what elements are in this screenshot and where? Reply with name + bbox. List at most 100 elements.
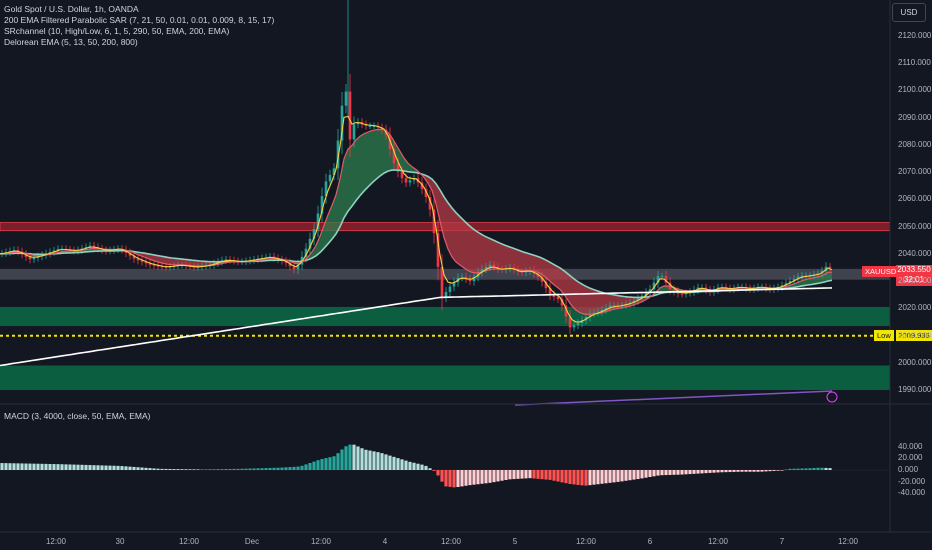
macd-bar <box>248 468 252 470</box>
candle-body <box>340 105 344 141</box>
candle-body <box>636 298 640 301</box>
macd-bar <box>12 463 16 470</box>
legend-indicator-sar[interactable]: 200 EMA Filtered Parabolic SAR (7, 21, 5… <box>4 15 275 25</box>
candles <box>0 0 832 334</box>
candle-body <box>492 264 496 267</box>
candle-body <box>480 269 484 273</box>
macd-bar <box>696 470 700 474</box>
macd-bar <box>400 459 404 470</box>
macd-bar <box>196 469 200 470</box>
macd-bar <box>96 465 100 470</box>
macd-bar <box>692 470 696 474</box>
legend-indicator-delorean[interactable]: Delorean EMA (5, 13, 50, 200, 800) <box>4 37 138 47</box>
currency-button[interactable]: USD <box>892 3 926 22</box>
macd-bar <box>628 470 632 481</box>
macd-bar <box>712 470 716 473</box>
macd-bar <box>488 470 492 483</box>
macd-tick-label: 20.000 <box>898 453 923 463</box>
candle-body <box>560 299 564 306</box>
sr-zone-pivot <box>0 268 890 280</box>
candle-body <box>28 256 32 260</box>
candle-body <box>160 266 164 268</box>
macd-bar <box>316 460 320 470</box>
ema-lines <box>0 115 833 367</box>
macd-bar <box>544 470 548 480</box>
macd-bar <box>76 464 80 470</box>
candle-body <box>92 245 96 248</box>
candle-body <box>152 264 156 266</box>
symbol-price-tag: XAUUSD <box>862 266 900 277</box>
legend-title[interactable]: Gold Spot / U.S. Dollar, 1h, OANDA <box>4 4 139 14</box>
candle-body <box>324 181 328 197</box>
macd-bar <box>260 468 264 470</box>
bear-ribbon <box>424 174 652 315</box>
macd-bar <box>372 451 376 470</box>
candle-body <box>824 266 828 271</box>
candle-body <box>320 196 324 214</box>
macd-tick-label: -20.000 <box>898 476 926 486</box>
macd-bar <box>824 467 828 470</box>
candle-body <box>148 263 152 265</box>
time-tick-label: 4 <box>382 537 388 546</box>
macd-legend[interactable]: MACD (3, 4000, close, 50, EMA, EMA) <box>4 411 151 421</box>
macd-bar <box>20 463 24 470</box>
macd-bar <box>676 470 680 475</box>
time-tick-label: 12:00 <box>440 537 462 546</box>
low-tag: Low <box>874 330 894 341</box>
macd-bar <box>180 469 184 470</box>
candle-body <box>468 278 472 282</box>
macd-bar <box>520 470 524 479</box>
macd-bar <box>308 463 312 470</box>
price-tick-label: 2110.000 <box>898 58 931 68</box>
macd-bar <box>172 469 176 470</box>
macd-bar <box>668 470 672 475</box>
macd-bar <box>528 470 532 479</box>
time-tick-label: 12:00 <box>178 537 200 546</box>
price-tick-label: 2060.000 <box>898 194 932 204</box>
candle-body <box>308 238 312 249</box>
candle-body <box>140 260 144 262</box>
macd-bar <box>828 468 832 470</box>
candle-body <box>420 182 424 190</box>
macd-bar <box>760 470 764 472</box>
low-value: 2009.936 <box>896 330 932 341</box>
macd-bar <box>312 461 316 470</box>
candle-body <box>460 276 464 278</box>
legend-indicator-srchannel[interactable]: SRchannel (10, High/Low, 6, 1, 5, 290, 5… <box>4 26 230 36</box>
candle-body <box>196 266 200 268</box>
macd-bar <box>8 463 12 470</box>
candle-body <box>796 276 800 279</box>
macd-bar <box>804 468 808 470</box>
macd-histogram <box>0 444 890 488</box>
macd-bar <box>24 463 28 470</box>
macd-bar <box>436 470 440 476</box>
macd-bar <box>432 470 436 471</box>
time-tick-label: 12:00 <box>45 537 67 546</box>
macd-bar <box>340 449 344 470</box>
macd-bar <box>480 470 484 484</box>
macd-bar <box>264 468 268 470</box>
candle-body <box>24 254 28 257</box>
candle-body <box>464 276 468 279</box>
macd-bar <box>812 468 816 470</box>
macd-bar <box>728 470 732 473</box>
macd-bar <box>284 467 288 470</box>
macd-bar <box>144 467 148 470</box>
macd-bar <box>672 470 676 475</box>
candle-body <box>592 312 596 314</box>
time-tick-label: 6 <box>647 537 653 546</box>
macd-bar <box>332 456 336 470</box>
trend-line <box>514 390 833 406</box>
sr-zones <box>0 222 891 406</box>
candle-body <box>312 229 316 239</box>
macd-bar <box>540 470 544 480</box>
candle-body <box>372 125 376 127</box>
macd-bar <box>80 464 84 470</box>
candle-body <box>488 264 492 267</box>
macd-bar <box>448 470 452 487</box>
macd-bar <box>568 470 572 484</box>
macd-bar <box>380 453 384 470</box>
macd-bar <box>412 462 416 470</box>
macd-bar <box>460 470 464 487</box>
